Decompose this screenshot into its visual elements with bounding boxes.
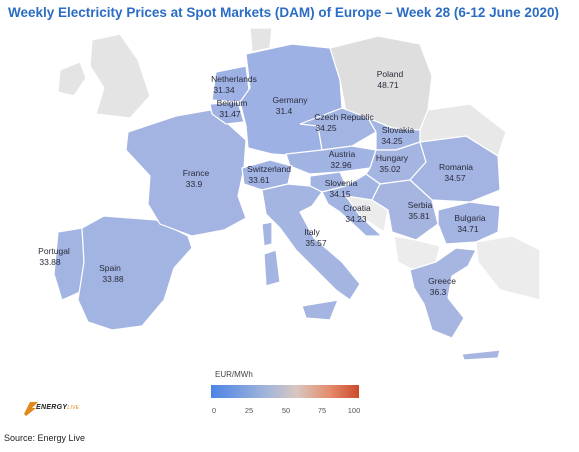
label-switzerland-name: Switzerland <box>247 164 291 174</box>
label-czech-price: 34.25 <box>315 123 337 133</box>
label-slovenia-price: 34.15 <box>329 189 351 199</box>
legend-tick-50: 50 <box>281 406 291 415</box>
label-austria-price: 32.96 <box>330 160 352 170</box>
country-sardinia <box>263 249 281 287</box>
label-spain-name: Spain <box>99 263 121 273</box>
map-title: Weekly Electricity Prices at Spot Market… <box>8 5 559 20</box>
logo-brand: ENERGY <box>36 404 68 411</box>
label-germany-name: Germany <box>273 95 309 105</box>
label-czech-name: Czech Republic <box>314 112 374 122</box>
label-slovakia-price: 34.25 <box>381 136 403 146</box>
source-note: Source: Energy Live <box>4 433 86 443</box>
country-italy <box>261 183 361 301</box>
country-labels: Netherlands 31.34 Belgium 31.47 Germany … <box>38 69 486 297</box>
country-greece <box>409 247 477 339</box>
legend-tick-25: 25 <box>244 406 254 415</box>
country-ireland <box>57 61 87 97</box>
logo-text: ENERGYLIVE <box>36 404 79 411</box>
label-netherlands-name: Netherlands <box>211 74 257 84</box>
label-poland-name: Poland <box>377 69 404 79</box>
label-greece-name: Greece <box>428 276 456 286</box>
label-bulgaria-name: Bulgaria <box>454 213 485 223</box>
label-spain-price: 33.88 <box>102 274 124 284</box>
label-netherlands-price: 31.34 <box>213 85 235 95</box>
label-slovenia-name: Slovenia <box>325 178 358 188</box>
country-ukraine <box>419 103 507 157</box>
legend-tick-100: 100 <box>347 406 361 415</box>
country-bosnia <box>344 195 389 234</box>
label-croatia-name: Croatia <box>343 203 371 213</box>
logo-sub: LIVE <box>67 405 80 411</box>
label-hungary-name: Hungary <box>376 153 409 163</box>
country-czech <box>299 107 377 151</box>
label-serbia-name: Serbia <box>408 200 433 210</box>
label-croatia-price: 34.23 <box>345 214 367 224</box>
label-germany-price: 31.4 <box>276 106 293 116</box>
legend-tick-75: 75 <box>317 406 327 415</box>
label-france-price: 33.9 <box>186 179 203 189</box>
country-uk <box>89 33 151 119</box>
label-france-name: France <box>183 168 210 178</box>
country-corsica <box>261 221 273 247</box>
legend-gradient-bar <box>211 385 359 398</box>
label-switzerland-price: 33.61 <box>248 175 270 185</box>
label-serbia-price: 35.81 <box>408 211 430 221</box>
country-belgium <box>209 101 245 125</box>
energy-live-logo-icon <box>24 402 38 416</box>
label-austria-name: Austria <box>329 149 356 159</box>
label-bulgaria-price: 34.71 <box>457 224 479 234</box>
country-spain <box>77 215 193 331</box>
legend-tick-0: 0 <box>211 406 217 415</box>
country-denmark <box>249 27 273 53</box>
label-poland-price: 48.71 <box>377 80 399 90</box>
country-bulgaria <box>437 201 501 245</box>
label-belgium-price: 31.47 <box>219 109 241 119</box>
label-belgium-name: Belgium <box>217 98 248 108</box>
label-romania-name: Romania <box>439 162 473 172</box>
label-greece-price: 36.3 <box>430 287 447 297</box>
legend-title: EUR/MWh <box>215 370 253 379</box>
label-italy-name: Italy <box>304 227 320 237</box>
label-portugal-price: 33.88 <box>39 257 61 267</box>
country-turkey <box>475 235 541 301</box>
label-portugal-name: Portugal <box>38 246 70 256</box>
country-sicily <box>301 299 339 321</box>
country-crete <box>461 349 501 361</box>
label-italy-price: 35.57 <box>305 238 327 248</box>
label-hungary-price: 35.02 <box>379 164 401 174</box>
label-romania-price: 34.57 <box>444 173 466 183</box>
label-slovakia-name: Slovakia <box>382 125 414 135</box>
